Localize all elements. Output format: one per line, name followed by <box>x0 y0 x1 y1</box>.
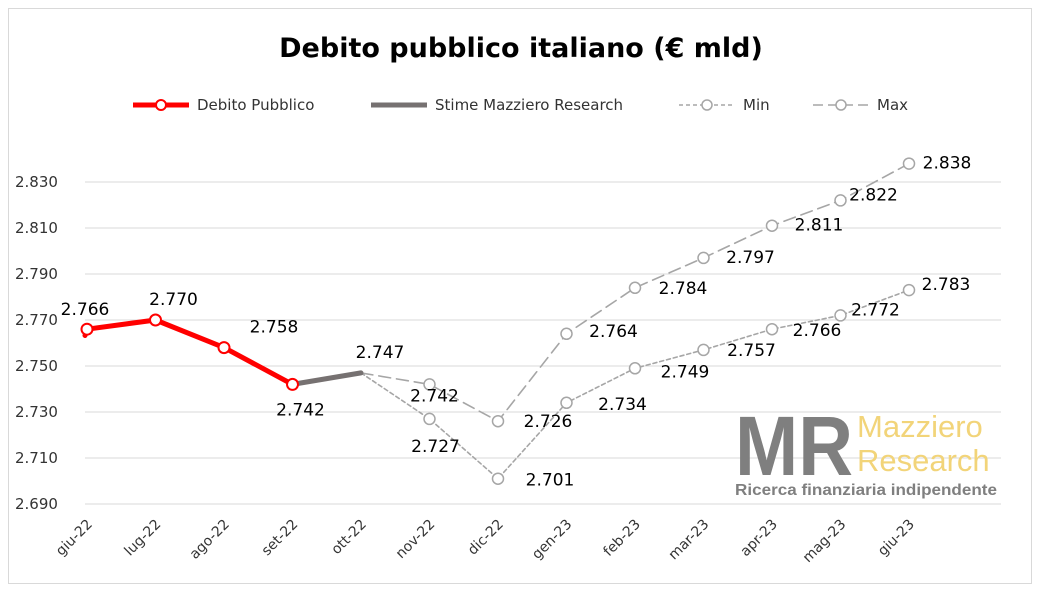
chart-title: Debito pubblico italiano (€ mld) <box>279 33 763 64</box>
x-tick-label: gen-23 <box>529 517 575 563</box>
y-axis: 2.690 2.710 2.730 2.750 2.770 2.790 2.810 2.830 <box>15 173 58 513</box>
data-label: 2.749 <box>661 362 710 382</box>
data-point <box>491 472 505 485</box>
data-point <box>765 219 779 232</box>
data-point <box>628 281 642 295</box>
data-label: 2.742 <box>276 400 325 420</box>
legend-label-stime: Stime Mazziero Research <box>435 96 623 114</box>
y-tick-label: 2.750 <box>15 357 58 375</box>
legend-item-max: Max <box>813 96 908 114</box>
series-group <box>80 157 916 485</box>
data-label: 2.766 <box>793 321 842 341</box>
data-point <box>560 327 573 341</box>
y-tick-label: 2.690 <box>15 495 58 513</box>
x-tick-label: feb-23 <box>600 517 643 560</box>
data-point <box>491 414 505 428</box>
y-tick-label: 2.830 <box>15 173 58 191</box>
chart-frame: Debito pubblico italiano (€ mld) Debito … <box>8 8 1032 584</box>
gridlines <box>85 181 1001 505</box>
data-label: 2.758 <box>250 318 299 338</box>
data-label: 2.742 <box>410 386 459 406</box>
x-axis: giu-22 lug-22 ago-22 set-22 ott-22 nov-22 dic-… <box>53 517 918 566</box>
y-tick-label: 2.810 <box>15 219 58 237</box>
data-labels: 2.766 2.770 2.758 2.742 2.747 2.727 2.701 2.734… <box>61 154 972 491</box>
logo-name-line1: Mazziero <box>857 409 983 444</box>
data-point <box>902 283 916 297</box>
legend-item-stime: Stime Mazziero Research <box>371 96 623 114</box>
legend-marker-max <box>835 99 847 111</box>
data-label: 2.822 <box>849 185 898 205</box>
data-label: 2.734 <box>598 395 647 415</box>
data-point <box>560 396 573 410</box>
y-tick-label: 2.710 <box>15 449 58 467</box>
x-tick-label: apr-23 <box>738 517 781 560</box>
data-label: 2.701 <box>526 471 575 491</box>
data-label: 2.770 <box>149 290 198 310</box>
data-point <box>628 362 642 375</box>
data-label: 2.747 <box>356 343 405 363</box>
data-point <box>80 322 94 336</box>
data-point <box>697 251 710 265</box>
data-label: 2.811 <box>795 216 844 236</box>
data-point <box>902 157 916 170</box>
data-point <box>423 378 436 391</box>
x-tick-label: set-22 <box>259 517 302 560</box>
data-label: 2.726 <box>524 412 573 432</box>
line-chart: Debito pubblico italiano (€ mld) Debito … <box>15 33 1001 566</box>
data-point <box>286 377 299 391</box>
legend-label-debito-pubblico: Debito Pubblico <box>197 96 314 114</box>
x-tick-label: giu-22 <box>53 517 96 560</box>
series-line-max <box>360 162 910 422</box>
x-tick-label: giu-23 <box>875 517 918 560</box>
legend: Debito Pubblico Stime Mazziero Research … <box>133 96 908 114</box>
data-label: 2.838 <box>923 154 972 174</box>
logo-tagline: Ricerca finanziaria indipendente <box>735 482 997 499</box>
series-line-stime-mazziero-research <box>290 370 364 387</box>
y-tick-label: 2.770 <box>15 311 58 329</box>
legend-marker-min <box>701 99 713 111</box>
x-tick-label: dic-22 <box>465 517 507 559</box>
data-label: 2.757 <box>727 341 776 361</box>
data-point <box>765 322 779 336</box>
data-point <box>834 309 847 322</box>
y-tick-label: 2.790 <box>15 265 58 283</box>
x-tick-label: ago-22 <box>187 517 233 563</box>
x-tick-label: mag-23 <box>800 517 849 566</box>
data-label: 2.783 <box>922 275 971 295</box>
legend-marker-debito-pubblico <box>155 99 167 111</box>
legend-label-min: Min <box>743 96 770 114</box>
data-point <box>217 341 231 355</box>
logo-mark: MR <box>735 399 853 493</box>
x-tick-label: lug-22 <box>122 517 165 560</box>
data-point <box>149 313 162 327</box>
data-label: 2.764 <box>589 322 638 342</box>
legend-item-debito-pubblico: Debito Pubblico <box>133 96 314 114</box>
legend-item-min: Min <box>679 96 770 114</box>
logo-name-line2: Research <box>857 443 990 478</box>
legend-label-max: Max <box>877 96 908 114</box>
data-point <box>697 343 710 357</box>
data-label: 2.784 <box>659 279 708 299</box>
x-tick-label: mar-23 <box>666 517 713 564</box>
data-label: 2.797 <box>726 248 775 268</box>
x-tick-label: ott-22 <box>329 517 370 558</box>
data-point <box>423 412 436 426</box>
data-point <box>834 194 847 207</box>
mazziero-logo: MR Mazziero Research Ricerca finanziaria… <box>735 399 997 499</box>
y-tick-label: 2.730 <box>15 403 58 421</box>
x-tick-label: nov-22 <box>393 517 438 562</box>
data-label: 2.727 <box>411 437 460 457</box>
data-label: 2.766 <box>61 300 110 320</box>
data-label: 2.772 <box>851 300 900 320</box>
